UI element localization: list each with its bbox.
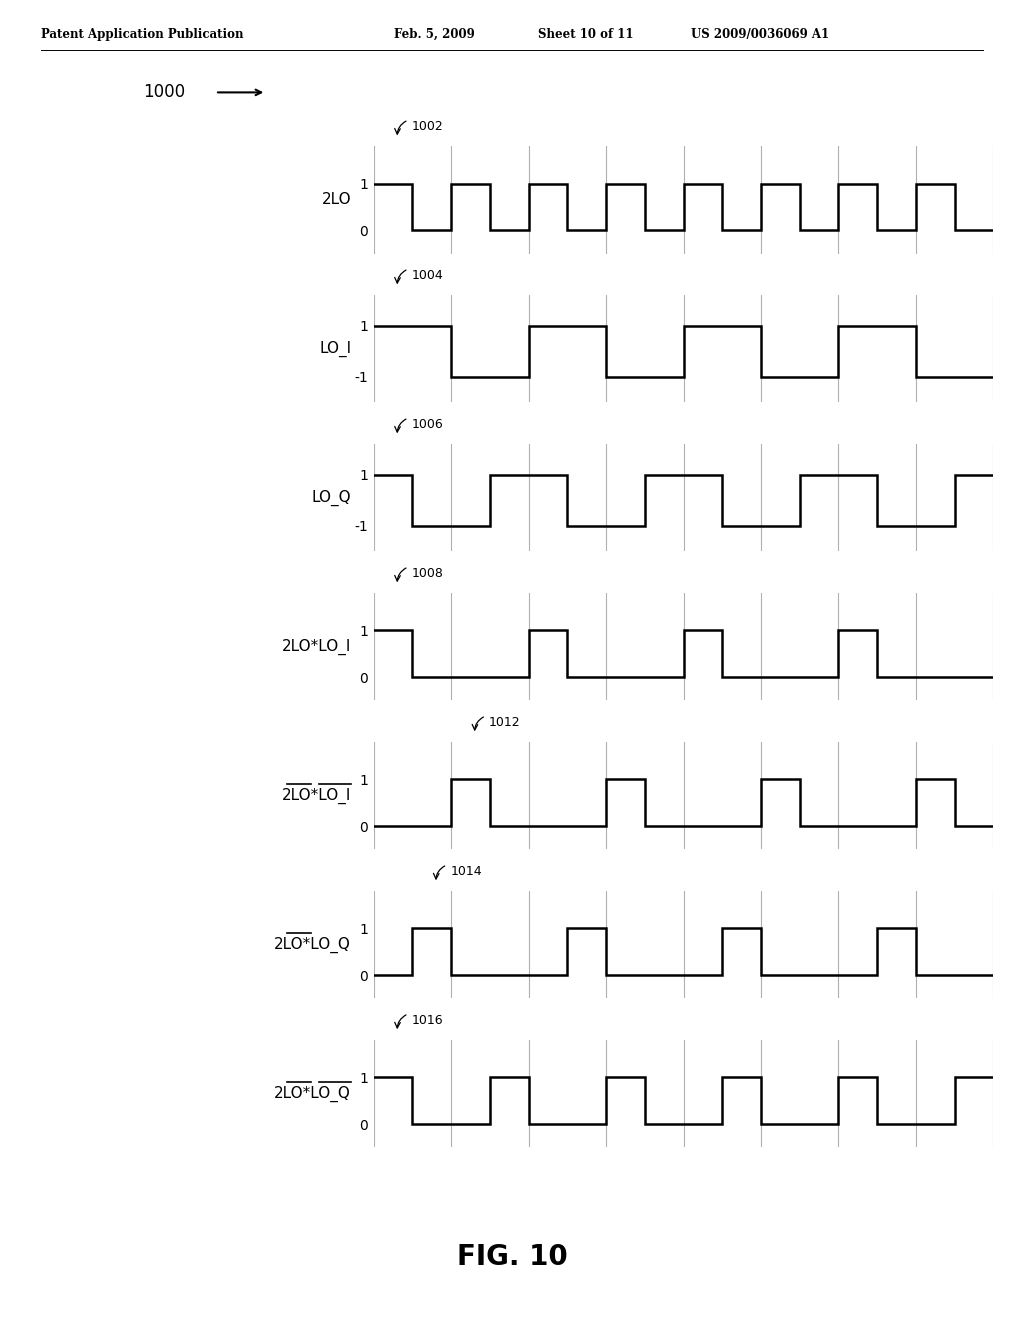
Text: 1006: 1006 bbox=[412, 418, 443, 432]
Text: 1008: 1008 bbox=[412, 568, 443, 579]
Text: 1000: 1000 bbox=[143, 83, 185, 102]
Text: 1014: 1014 bbox=[451, 865, 482, 878]
Text: 2LO*LO_I: 2LO*LO_I bbox=[282, 639, 351, 655]
Text: 2LO*LO_I: 2LO*LO_I bbox=[282, 788, 351, 804]
Text: US 2009/0036069 A1: US 2009/0036069 A1 bbox=[691, 28, 829, 41]
Text: Sheet 10 of 11: Sheet 10 of 11 bbox=[538, 28, 633, 41]
Text: 2LO*LO_Q: 2LO*LO_Q bbox=[274, 937, 351, 953]
Text: Patent Application Publication: Patent Application Publication bbox=[41, 28, 244, 41]
Text: 1002: 1002 bbox=[412, 120, 443, 133]
Text: 1012: 1012 bbox=[489, 715, 520, 729]
Text: LO_I: LO_I bbox=[319, 341, 351, 356]
Text: Feb. 5, 2009: Feb. 5, 2009 bbox=[394, 28, 475, 41]
Text: 2LO*LO_Q: 2LO*LO_Q bbox=[274, 1085, 351, 1102]
Text: 1016: 1016 bbox=[412, 1014, 443, 1027]
Text: 2LO: 2LO bbox=[322, 193, 351, 207]
Text: FIG. 10: FIG. 10 bbox=[457, 1242, 567, 1271]
Text: 1004: 1004 bbox=[412, 269, 443, 282]
Text: LO_Q: LO_Q bbox=[311, 490, 351, 506]
